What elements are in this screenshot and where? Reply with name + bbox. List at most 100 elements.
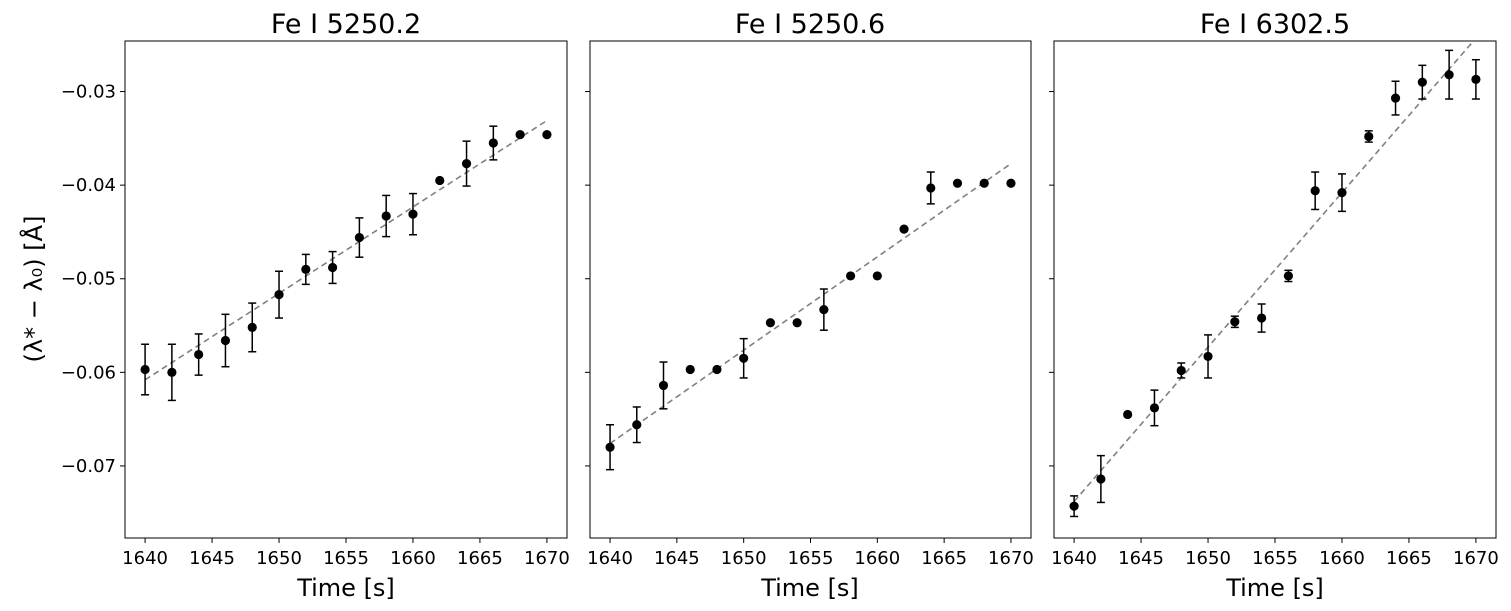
panel-marks — [140, 119, 552, 402]
x-ticks: 1640 1645 1650 1655 1660 1665 1670 — [587, 538, 1034, 569]
data-point — [488, 138, 498, 148]
panel-fe-i-5250-2: Fe I 5250.2 1640 1645 1650 1655 1660 1665 1670… — [61, 9, 570, 602]
x-tick-label: 1645 — [654, 548, 700, 569]
x-tick-label: 1660 — [390, 548, 436, 569]
data-point — [739, 353, 749, 363]
x-axis-label: Time [s] — [296, 574, 395, 602]
data-point — [819, 305, 829, 315]
x-tick-label: 1655 — [323, 548, 369, 569]
y-ticks: −0.07 −0.06 −0.05 −0.04 −0.03 — [61, 82, 125, 477]
data-point — [952, 178, 963, 188]
data-point — [872, 271, 882, 281]
data-point — [1203, 351, 1213, 362]
data-point — [1176, 365, 1186, 376]
plot-frame — [589, 40, 1032, 539]
data-point — [301, 264, 311, 274]
x-tick-label: 1650 — [1185, 548, 1231, 569]
fit-line — [1073, 41, 1475, 503]
data-point — [979, 178, 989, 188]
data-point — [247, 322, 257, 333]
data-point — [632, 420, 642, 430]
x-tick-label: 1665 — [457, 548, 503, 569]
data-point — [194, 349, 204, 360]
y-tick-label: −0.07 — [61, 456, 116, 477]
panel-title: Fe I 6302.5 — [1200, 9, 1350, 40]
x-tick-label: 1660 — [1319, 548, 1365, 569]
x-axis-label: Time [s] — [1225, 574, 1324, 602]
panel-fe-i-5250-6: Fe I 5250.6 1640 1645 1650 1655 1660 1665 1670… — [585, 9, 1034, 602]
data-point — [542, 129, 552, 140]
panel-title: Fe I 5250.2 — [271, 9, 421, 40]
y-tick-label: −0.06 — [61, 362, 116, 383]
x-tick-label: 1665 — [921, 548, 967, 569]
data-point — [435, 175, 445, 186]
data-point — [1006, 178, 1016, 188]
data-point — [354, 232, 364, 243]
data-point — [515, 129, 525, 140]
data-point — [1417, 77, 1427, 87]
data-point — [1337, 188, 1347, 198]
x-tick-label: 1670 — [988, 548, 1034, 569]
data-point — [220, 335, 231, 346]
y-ticks — [1049, 91, 1054, 467]
data-point — [1069, 501, 1079, 511]
data-point — [765, 318, 776, 328]
x-tick-label: 1665 — [1386, 548, 1432, 569]
x-tick-label: 1640 — [587, 548, 633, 569]
panel-title: Fe I 5250.6 — [735, 9, 885, 40]
data-point — [328, 262, 338, 273]
x-tick-label: 1655 — [1252, 548, 1298, 569]
x-tick-label: 1660 — [854, 548, 900, 569]
x-ticks: 1640 1645 1650 1655 1660 1665 1670 — [1051, 538, 1499, 569]
x-tick-label: 1640 — [1051, 548, 1097, 569]
data-point — [712, 364, 722, 375]
data-point — [1149, 403, 1160, 413]
x-tick-label: 1655 — [788, 548, 834, 569]
data-point — [1096, 474, 1106, 484]
x-tick-label: 1650 — [721, 548, 767, 569]
x-tick-label: 1670 — [524, 548, 570, 569]
data-point — [1390, 93, 1401, 103]
data-point — [1471, 74, 1481, 84]
x-tick-label: 1645 — [1118, 548, 1164, 569]
x-ticks: 1640 1645 1650 1655 1660 1665 1670 — [122, 538, 570, 569]
data-point — [381, 211, 391, 221]
y-ticks — [585, 91, 590, 467]
panel-fe-i-6302-5: Fe I 6302.5 1640 1645 1650 1655 1660 1665 1670… — [1049, 9, 1499, 602]
data-point — [1123, 409, 1133, 420]
y-tick-label: −0.05 — [61, 269, 116, 290]
y-tick-label: −0.03 — [61, 82, 116, 103]
data-point — [605, 442, 615, 452]
data-point — [792, 318, 802, 328]
data-point — [167, 367, 177, 377]
data-point — [1283, 271, 1293, 281]
x-tick-label: 1640 — [122, 548, 168, 569]
data-point — [845, 271, 856, 281]
fit-line — [144, 119, 548, 381]
data-point — [899, 224, 909, 234]
data-point — [274, 290, 284, 300]
fit-line — [609, 162, 1012, 445]
plot-frame — [124, 40, 568, 539]
data-point — [1444, 70, 1454, 80]
data-point — [408, 209, 418, 219]
x-tick-label: 1645 — [189, 548, 235, 569]
data-point — [461, 159, 472, 169]
x-tick-label: 1670 — [1453, 548, 1499, 569]
data-point — [685, 364, 695, 375]
data-point — [1310, 186, 1320, 196]
data-point — [140, 364, 150, 375]
plot-frame — [1053, 40, 1497, 539]
data-point — [658, 380, 669, 391]
x-tick-label: 1650 — [256, 548, 302, 569]
panel-marks — [1069, 41, 1481, 518]
data-point — [1364, 131, 1374, 142]
y-axis-label: (λ* − λ₀) [Å] — [19, 216, 48, 363]
x-axis-label: Time [s] — [760, 574, 859, 602]
data-point — [1257, 313, 1267, 323]
y-tick-label: −0.04 — [61, 175, 116, 196]
data-point — [926, 183, 936, 193]
panel-marks — [605, 162, 1016, 471]
data-point — [1230, 317, 1240, 327]
